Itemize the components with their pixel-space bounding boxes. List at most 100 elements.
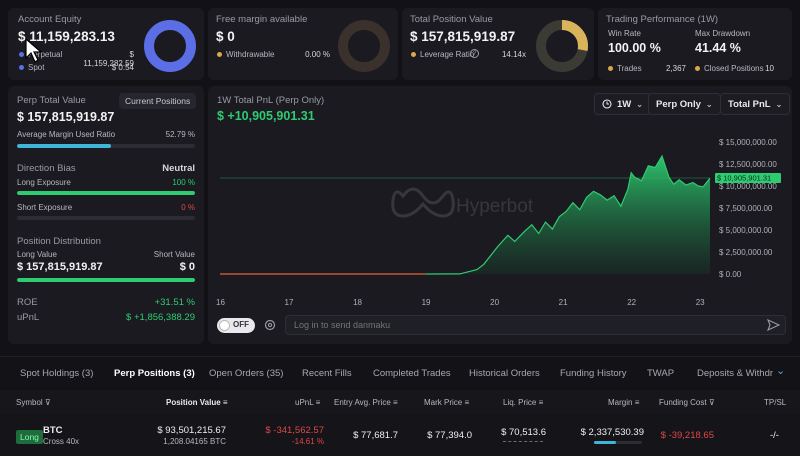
clock-icon xyxy=(602,99,612,109)
tab-deposits-withdrawals[interactable]: Deposits & Withdra xyxy=(697,368,773,379)
tab-open-orders[interactable]: Open Orders (35) xyxy=(209,368,284,379)
row-funding-cost: $ -39,218.65 xyxy=(660,430,714,441)
closed-positions-label: Closed Positions xyxy=(704,64,764,73)
side-badge: Long xyxy=(16,430,43,444)
long-exposure-value: 100 % xyxy=(172,178,195,187)
pnl-area-chart: Hyperbot $ 15,000,000.00 $ 12,500,000.00 $… xyxy=(216,138,781,307)
sort-icon[interactable]: ≡ xyxy=(538,398,544,407)
tab-completed-trades[interactable]: Completed Trades xyxy=(373,368,451,379)
scope-dropdown[interactable]: Perp Only ⌄ xyxy=(648,93,721,115)
withdrawable-dot xyxy=(217,52,222,57)
row-leverage: Cross 40x xyxy=(43,437,80,446)
table-row[interactable] xyxy=(0,414,800,456)
tab-twap[interactable]: TWAP xyxy=(647,368,675,379)
free-margin-card: Free margin available $ 0 Withdrawable 0… xyxy=(208,8,398,80)
closed-positions-value: 10 xyxy=(765,64,774,73)
header-liq-price[interactable]: Liq. Price ≡ xyxy=(503,398,544,407)
tab-recent-fills[interactable]: Recent Fills xyxy=(302,368,352,379)
filter-icon[interactable]: ⊽ xyxy=(44,398,51,407)
position-distribution-title: Position Distribution xyxy=(17,236,101,247)
metric-dropdown[interactable]: Total PnL ⌄ xyxy=(720,93,791,115)
free-margin-title: Free margin available xyxy=(216,14,308,25)
header-symbol[interactable]: Symbol ⊽ xyxy=(16,398,51,407)
spot-dot xyxy=(19,65,24,70)
free-margin-value: $ 0 xyxy=(216,29,235,44)
settings-gear-icon[interactable] xyxy=(264,319,276,331)
long-exposure-bar xyxy=(17,191,195,195)
toggle-knob xyxy=(219,320,230,331)
perp-total-value: $ 157,815,919.87 xyxy=(17,110,115,124)
y-tick-label: $ 15,000,000.00 xyxy=(719,138,777,147)
closed-dot xyxy=(695,66,700,71)
x-tick-label: 21 xyxy=(559,298,568,307)
current-value-badge xyxy=(715,173,781,184)
header-margin[interactable]: Margin ≡ xyxy=(608,398,640,407)
row-tpsl[interactable]: -/- xyxy=(770,430,779,441)
trades-value: 2,367 xyxy=(665,64,686,73)
x-tick-label: 16 xyxy=(216,298,225,307)
header-funding-cost[interactable]: Funding Cost ⊽ xyxy=(659,398,715,407)
send-icon[interactable] xyxy=(767,319,780,331)
row-symbol[interactable]: BTC xyxy=(43,425,63,436)
row-upnl-pct: -14.61 % xyxy=(291,437,324,446)
sort-icon[interactable]: ≡ xyxy=(393,398,398,407)
short-exposure-value: 0 % xyxy=(181,203,195,212)
header-entry-price[interactable]: Entry Avg. Price ≡ xyxy=(334,398,398,407)
direction-bias-label: Direction Bias xyxy=(17,163,76,174)
header-upnl[interactable]: uPnL ≡ xyxy=(295,398,321,407)
row-mark-price: $ 77,394.0 xyxy=(427,430,472,441)
row-liq-price: $ 70,513.6 xyxy=(501,427,546,438)
info-icon[interactable]: ? xyxy=(470,49,479,58)
y-tick-label: $ 2,500,000.00 xyxy=(719,248,773,257)
y-tick-label: $ 5,000,000.00 xyxy=(719,226,773,235)
performance-title: Trading Performance (1W) xyxy=(606,14,719,25)
account-equity-title: Account Equity xyxy=(18,14,82,25)
spot-label: Spot xyxy=(28,63,45,72)
tab-funding-history[interactable]: Funding History xyxy=(560,368,627,379)
long-value-label: Long Value xyxy=(17,250,57,259)
pnl-line xyxy=(425,154,711,275)
filter-icon[interactable]: ⊽ xyxy=(708,398,715,407)
tab-perp-positions[interactable]: Perp Positions (3) xyxy=(114,368,195,379)
tabs-bar xyxy=(0,356,800,388)
header-position-value[interactable]: Position Value ≡ xyxy=(166,398,228,407)
header-tpsl[interactable]: TP/SL xyxy=(764,398,787,407)
sort-icon[interactable]: ≡ xyxy=(222,398,228,407)
danmaku-toggle[interactable]: OFF xyxy=(217,318,255,333)
margin-ratio-bar xyxy=(17,144,195,148)
row-position-size: 1,208.04165 BTC xyxy=(163,437,226,446)
max-drawdown-label: Max Drawdown xyxy=(695,29,751,38)
chevron-down-icon[interactable]: ⌄ xyxy=(776,365,786,377)
margin-ratio-label: Average Margin Used Ratio xyxy=(17,130,116,139)
metric-value: Total PnL xyxy=(728,98,771,110)
liq-price-underline xyxy=(503,441,543,442)
roe-value: +31.51 % xyxy=(154,297,195,308)
y-tick-label: $ 7,500,000.00 xyxy=(719,204,773,213)
sort-icon[interactable]: ≡ xyxy=(634,398,640,407)
tab-spot-holdings[interactable]: Spot Holdings (3) xyxy=(20,368,94,379)
y-tick-label: $ 10,000,000.00 xyxy=(719,182,777,191)
sort-icon[interactable]: ≡ xyxy=(315,398,321,407)
danmaku-input[interactable] xyxy=(285,315,786,335)
sort-icon[interactable]: ≡ xyxy=(464,398,470,407)
current-value-label: $ 10,905,901.31 xyxy=(717,174,771,183)
toggle-label: OFF xyxy=(233,320,249,329)
perp-summary-panel: Perp Total Value Current Positions $ 157… xyxy=(8,86,204,344)
spot-value: $ 0.54 xyxy=(111,63,134,72)
short-value-label: Short Value xyxy=(153,250,195,259)
chevron-down-icon: ⌄ xyxy=(775,99,783,109)
current-positions-badge[interactable]: Current Positions xyxy=(119,93,197,109)
range-dropdown[interactable]: 1W ⌄ xyxy=(594,93,651,115)
pnl-area-fill xyxy=(425,156,710,274)
header-mark-price[interactable]: Mark Price ≡ xyxy=(424,398,470,407)
chart-pnl-value: $ +10,905,901.31 xyxy=(217,109,315,123)
positions-table-header xyxy=(0,390,800,414)
account-equity-card: Account Equity $ 11,159,283.13 Perpetual… xyxy=(8,8,204,80)
margin-donut-chart xyxy=(338,20,390,72)
perpetual-value: $ 11,159,282.59 xyxy=(83,50,134,68)
tab-historical-orders[interactable]: Historical Orders xyxy=(469,368,540,379)
position-donut-chart xyxy=(536,20,588,72)
x-tick-label: 18 xyxy=(353,298,362,307)
max-drawdown-value: 41.44 % xyxy=(695,41,741,55)
y-tick-label: $ 0.00 xyxy=(719,270,742,279)
